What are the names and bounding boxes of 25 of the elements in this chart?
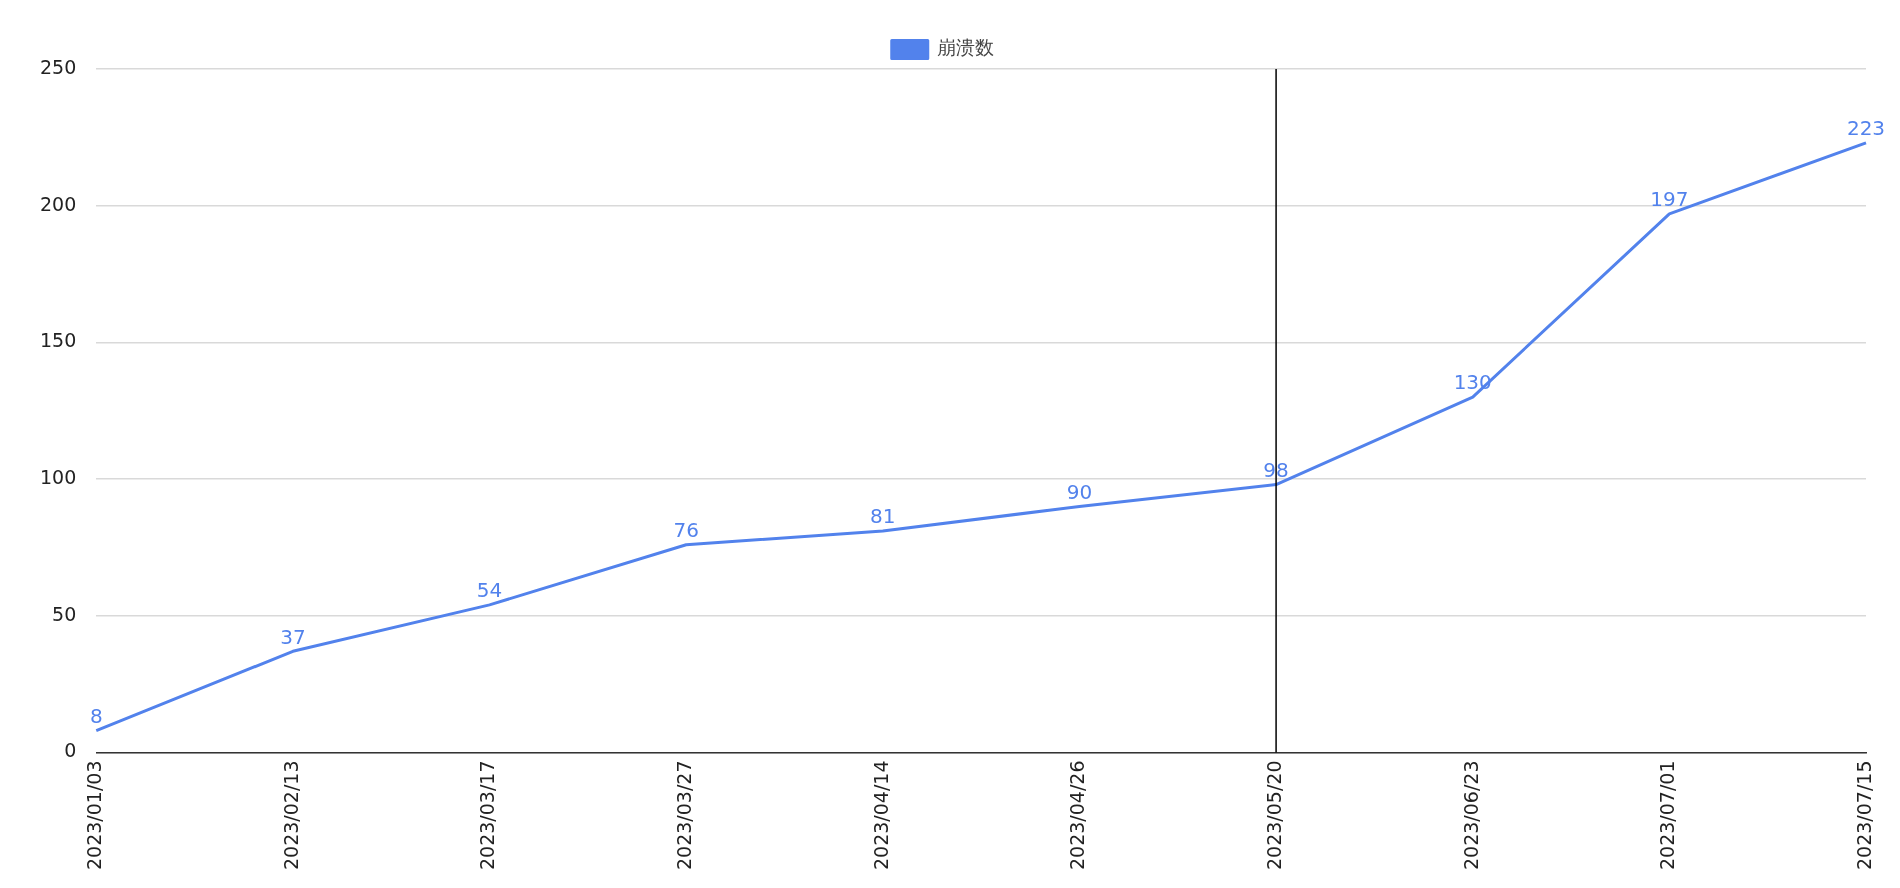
x-tick-label: 2023/04/14 [869, 760, 892, 871]
y-tick-label: 250 [40, 55, 77, 78]
legend-label: 崩溃数 [937, 36, 995, 59]
data-label: 76 [673, 517, 699, 542]
data-label: 54 [476, 578, 503, 603]
y-tick-label: 0 [64, 739, 77, 762]
x-tick-label: 2023/07/15 [1852, 760, 1875, 871]
x-tick-label: 2023/07/01 [1656, 760, 1679, 871]
y-tick-label: 50 [52, 602, 77, 625]
data-label: 37 [280, 624, 306, 649]
data-label: 81 [870, 504, 896, 529]
x-tick-label: 2023/02/13 [279, 760, 302, 871]
data-label: 197 [1650, 187, 1689, 212]
data-label: 223 [1846, 116, 1886, 141]
data-label: 90 [1066, 479, 1093, 504]
x-tick-label: 2023/01/03 [83, 760, 106, 871]
x-tick-label: 2023/03/17 [476, 760, 499, 871]
data-label: 8 [89, 703, 103, 728]
x-tick-label: 2023/05/20 [1263, 760, 1286, 871]
y-tick-label: 150 [40, 329, 77, 352]
y-tick-label: 100 [40, 466, 77, 489]
x-tick-label: 2023/03/27 [673, 760, 696, 871]
x-tick-label: 2023/06/23 [1459, 760, 1482, 871]
y-tick-label: 200 [40, 192, 77, 215]
x-tick-label: 2023/04/26 [1066, 760, 1089, 871]
